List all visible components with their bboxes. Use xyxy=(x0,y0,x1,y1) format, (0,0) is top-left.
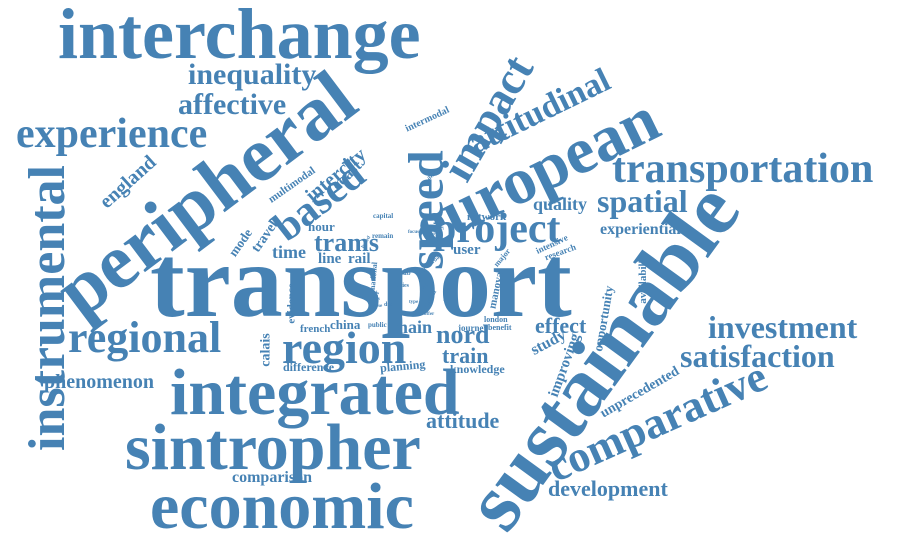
word-close: close xyxy=(372,304,382,309)
word-line: line xyxy=(318,252,341,267)
word-hour: hour xyxy=(308,220,335,233)
word-development: development xyxy=(548,478,668,500)
word-availability: availability xyxy=(638,251,649,304)
word-type: type xyxy=(409,300,418,305)
word-affective: affective xyxy=(178,90,286,120)
word-journey: journey xyxy=(458,324,488,333)
word-calais: calais xyxy=(260,333,274,366)
word-capital: capital xyxy=(373,213,393,220)
word-inequality: inequality xyxy=(188,60,316,90)
word-evidence: evidence xyxy=(287,283,298,323)
word-cities: cities xyxy=(396,283,409,289)
word-due: due xyxy=(384,302,393,308)
word-benefit: benefit xyxy=(488,324,512,332)
word-loss: loss xyxy=(372,297,380,302)
word-hub: hub xyxy=(399,270,411,277)
word-quality: quality xyxy=(533,195,587,213)
word-china: china xyxy=(330,318,360,331)
word-spatial: spatial xyxy=(597,185,688,217)
word-french: french xyxy=(300,324,330,335)
word-user: user xyxy=(453,243,481,258)
word-time: time xyxy=(272,243,306,261)
word-public: public xyxy=(368,322,387,329)
word-regional: regional xyxy=(68,316,221,360)
word-main: main xyxy=(393,318,432,336)
word-rail: rail xyxy=(348,252,371,267)
word-satisfaction: satisfaction xyxy=(680,340,835,372)
word-offer: offer xyxy=(424,312,434,317)
word-difference: difference xyxy=(283,361,334,373)
word-network: network xyxy=(467,212,506,223)
word-focus: focus xyxy=(408,230,419,235)
word-knowledge: knowledge xyxy=(450,363,505,375)
word-comparison: comparison xyxy=(232,470,312,486)
word-intermodal: intermodal xyxy=(404,105,451,134)
word-remain: remain xyxy=(372,233,393,240)
word-planning: planning xyxy=(380,358,426,374)
word-phenomenon: phenomenon xyxy=(44,372,154,392)
word-attitude: attitude xyxy=(426,410,499,432)
word-experiential: experiential xyxy=(600,222,681,238)
word-instrumental: instrumental xyxy=(22,165,74,451)
